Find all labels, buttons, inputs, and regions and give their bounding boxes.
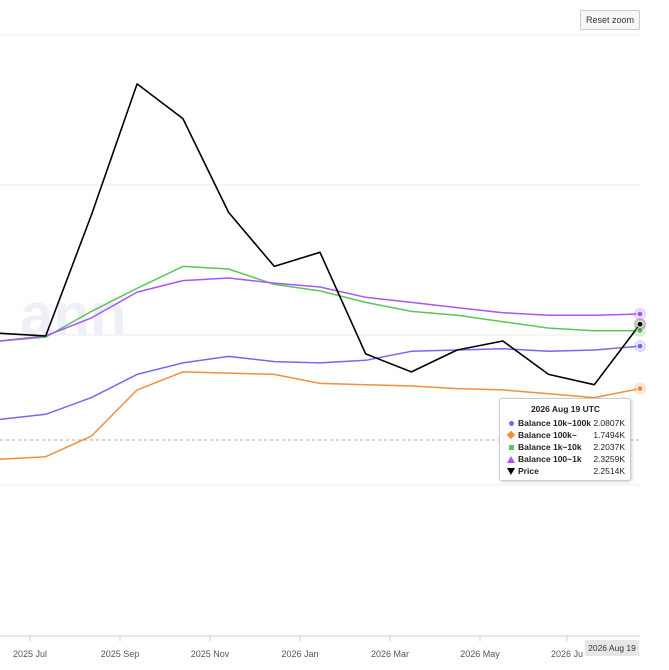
tooltip-series-name: Price: [518, 466, 539, 476]
series-line-balance-1k-10k: [0, 265, 640, 342]
x-tick-label: 2026 May: [460, 649, 500, 659]
legend-symbol-icon: [506, 444, 516, 450]
tooltip-row: Price 2.2514K: [506, 465, 625, 477]
crosshair-x-label: 2026 Aug 19: [585, 640, 639, 656]
tooltip-series-value: 2.3259K: [593, 454, 625, 464]
legend-symbol-icon: [506, 467, 516, 475]
tooltip-row: Balance 100k~ 1.7494K: [506, 429, 625, 441]
series-line-balance-100-1k: [0, 277, 641, 342]
legend-symbol-icon: [506, 455, 516, 463]
tooltip-title: 2026 Aug 19 UTC: [530, 404, 601, 414]
tooltip-row: Balance 100~1k 2.3259K: [506, 453, 625, 465]
series-end-marker: [636, 342, 644, 350]
x-tick-label: 2025 Jul: [13, 649, 47, 659]
tooltip-series-value: 2.2037K: [593, 442, 625, 452]
series-end-marker: [636, 310, 644, 318]
x-axis-ticks: 2025 Jul 2025 Sep 2025 Nov 2026 Jan 2026 Mar…: [13, 636, 583, 659]
reset-zoom-button[interactable]: Reset zoom: [580, 10, 640, 30]
tooltip-series-name: Balance 100~1k: [518, 454, 582, 464]
legend-symbol-icon: [506, 430, 516, 440]
series-end-marker: [636, 320, 644, 328]
tooltip-series-name: Balance 100k~: [518, 430, 577, 440]
series-line-balance-10k-100k: [0, 345, 641, 421]
series-group: [0, 83, 641, 461]
tooltip-series-value: 1.7494K: [593, 430, 625, 440]
tooltip-rows: Balance 10k~100k 2.0807K Balance 100k~ 1.74…: [506, 417, 625, 477]
tooltip-series-value: 2.2514K: [593, 466, 625, 476]
x-tick-label: 2026 Jan: [281, 649, 318, 659]
x-tick-label: 2026 Ju: [551, 649, 583, 659]
series-line-price: [0, 83, 641, 386]
series-line-balance-100k-: [0, 371, 641, 461]
legend-symbol-icon: [506, 420, 516, 426]
tooltip-row: Balance 10k~100k 2.0807K: [506, 417, 625, 429]
tooltip-series-name: Balance 10k~100k: [518, 418, 592, 428]
x-tick-label: 2026 Mar: [371, 649, 409, 659]
tooltip-row: Balance 1k~10k 2.2037K: [506, 441, 625, 453]
chart-tooltip: 2026 Aug 19 UTC Balance 10k~100k 2.0807K B…: [499, 398, 631, 481]
series-end-markers: [634, 308, 646, 395]
x-tick-label: 2025 Nov: [191, 649, 230, 659]
series-end-marker: [636, 385, 644, 393]
tooltip-series-value: 2.0807K: [593, 418, 625, 428]
tooltip-series-name: Balance 1k~10k: [518, 442, 582, 452]
chart-grid: [0, 34, 640, 486]
x-tick-label: 2025 Sep: [101, 649, 140, 659]
